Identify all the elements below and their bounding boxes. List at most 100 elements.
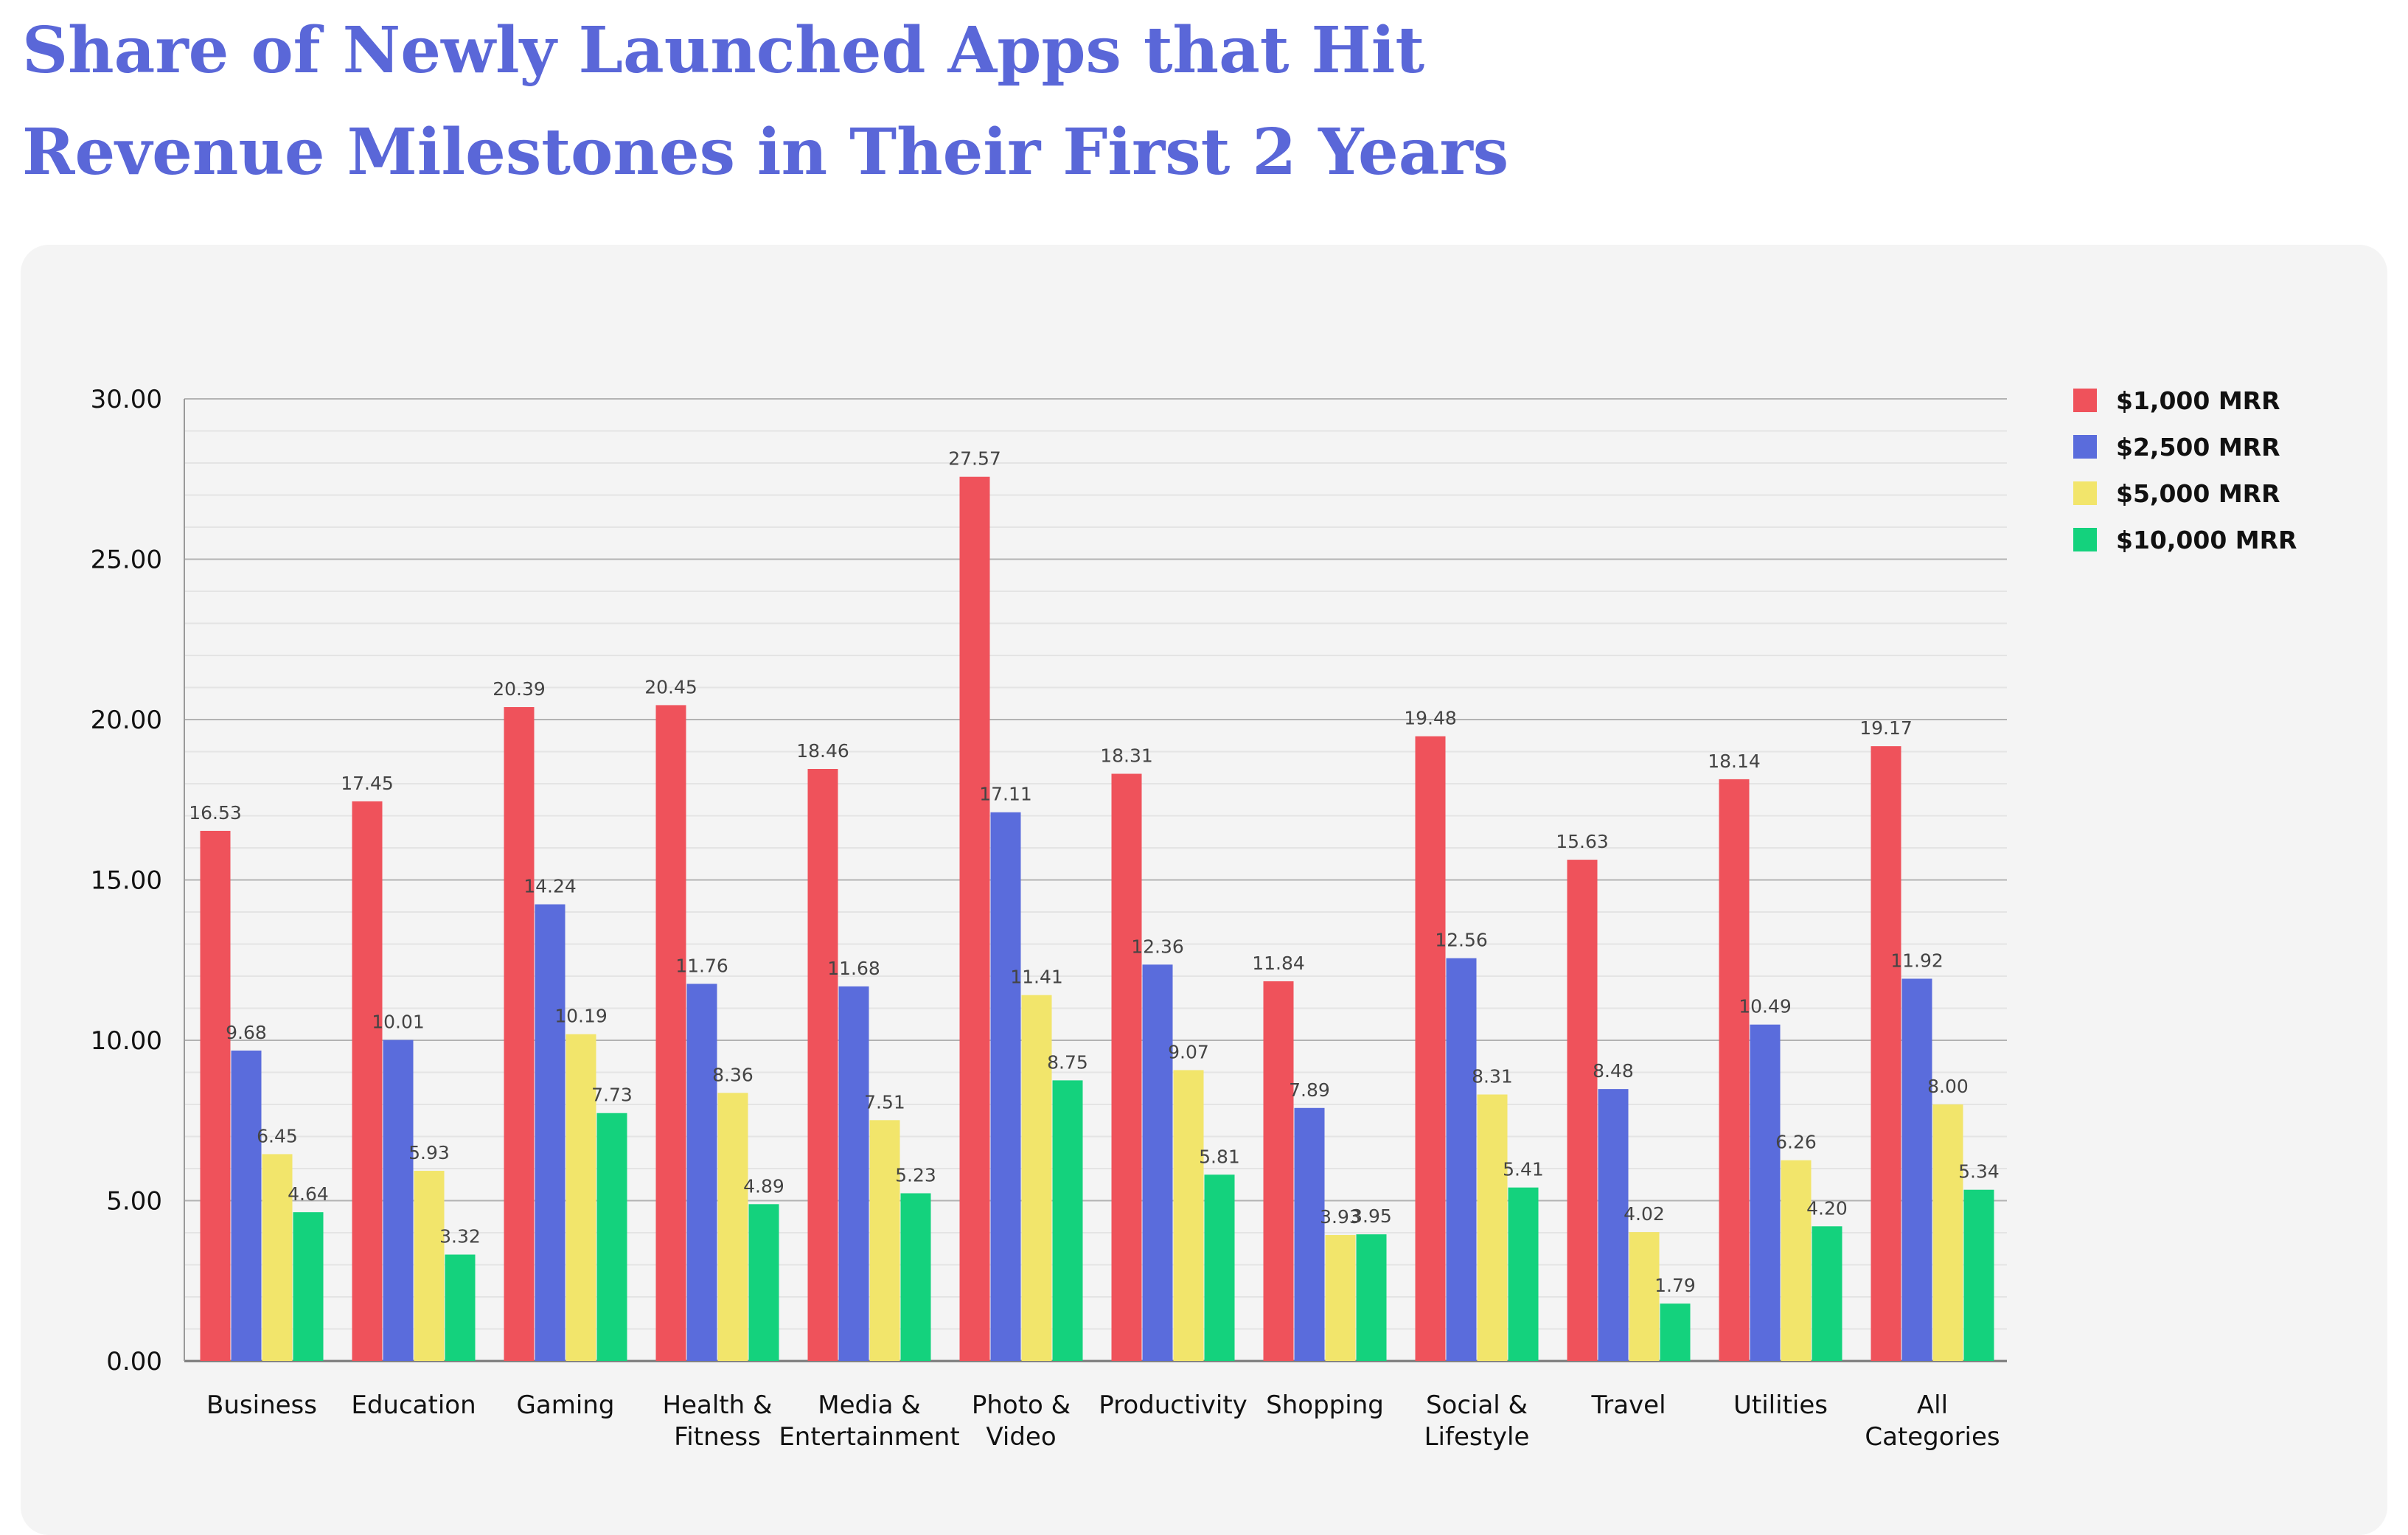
legend-label: $10,000 MRR bbox=[2116, 526, 2297, 554]
data-label: 11.68 bbox=[827, 958, 880, 979]
y-tick-label: 15.00 bbox=[91, 866, 162, 896]
bar-chart: 0.00 5.00 10.00 15.00 20.00 25.00 30.00 16.53 9.… bbox=[91, 385, 2297, 1452]
legend-label: $1,000 MRR bbox=[2116, 386, 2280, 415]
bar bbox=[838, 986, 869, 1361]
x-tick-label: Utilities bbox=[1733, 1390, 1828, 1420]
bar bbox=[414, 1171, 445, 1361]
data-label: 6.26 bbox=[1775, 1132, 1817, 1153]
data-label: 5.34 bbox=[1958, 1161, 2000, 1183]
x-tick-label: Media & bbox=[818, 1390, 920, 1420]
bar bbox=[1263, 981, 1294, 1361]
bar bbox=[262, 1154, 293, 1361]
bar bbox=[1901, 978, 1932, 1361]
bar bbox=[807, 768, 838, 1361]
y-tick-label: 25.00 bbox=[91, 546, 162, 575]
data-label: 5.93 bbox=[408, 1142, 450, 1163]
data-label: 4.20 bbox=[1806, 1197, 1848, 1219]
data-label: 27.57 bbox=[948, 448, 1001, 470]
bar bbox=[1173, 1070, 1204, 1361]
y-tick-label: 0.00 bbox=[106, 1347, 162, 1376]
x-tick-label: Education bbox=[351, 1390, 476, 1420]
y-tick-label: 30.00 bbox=[91, 385, 162, 414]
bar bbox=[1781, 1160, 1812, 1361]
data-label: 15.63 bbox=[1556, 831, 1609, 852]
bar bbox=[1932, 1104, 1963, 1361]
bar bbox=[869, 1120, 900, 1361]
data-label: 10.49 bbox=[1739, 996, 1792, 1017]
chart-title-line-1: Share of Newly Launched Apps that Hit bbox=[22, 13, 1425, 88]
data-label: 11.84 bbox=[1252, 953, 1305, 974]
data-label: 12.36 bbox=[1131, 936, 1184, 957]
bar bbox=[1142, 964, 1173, 1361]
bar bbox=[959, 476, 990, 1361]
data-label: 5.23 bbox=[895, 1164, 936, 1186]
x-tick-label: Video bbox=[986, 1422, 1056, 1452]
data-label: 5.81 bbox=[1199, 1146, 1240, 1167]
bar bbox=[200, 830, 231, 1361]
data-label: 1.79 bbox=[1654, 1275, 1696, 1296]
data-label: 17.45 bbox=[341, 773, 394, 794]
data-label: 9.07 bbox=[1168, 1041, 1209, 1062]
y-tick-label: 10.00 bbox=[91, 1026, 162, 1056]
bar bbox=[293, 1212, 324, 1361]
bar bbox=[1567, 860, 1598, 1361]
data-label: 10.19 bbox=[554, 1006, 608, 1027]
x-tick-label: Travel bbox=[1590, 1390, 1666, 1420]
bar bbox=[1963, 1189, 1994, 1361]
data-label: 5.41 bbox=[1503, 1159, 1544, 1180]
bar bbox=[1812, 1226, 1842, 1361]
x-tick-label: Gaming bbox=[517, 1390, 615, 1420]
data-label: 11.92 bbox=[1890, 950, 1944, 971]
data-label: 19.48 bbox=[1404, 708, 1457, 729]
bar bbox=[383, 1040, 414, 1361]
data-label: 8.31 bbox=[1472, 1066, 1513, 1087]
bar bbox=[1660, 1303, 1691, 1361]
data-label: 18.14 bbox=[1708, 751, 1761, 772]
data-label: 19.17 bbox=[1859, 717, 1913, 739]
bar bbox=[1204, 1174, 1235, 1361]
x-tick-label: Shopping bbox=[1266, 1390, 1384, 1420]
legend-swatch bbox=[2073, 528, 2097, 551]
data-label: 7.51 bbox=[864, 1091, 905, 1113]
legend-swatch bbox=[2073, 435, 2097, 459]
data-label: 4.02 bbox=[1624, 1203, 1665, 1225]
data-label: 12.56 bbox=[1435, 930, 1488, 951]
data-label: 10.01 bbox=[372, 1012, 425, 1033]
bar bbox=[717, 1093, 748, 1361]
bar bbox=[748, 1204, 779, 1361]
bar bbox=[1325, 1235, 1356, 1361]
data-label: 14.24 bbox=[523, 876, 577, 897]
x-tick-label: Lifestyle bbox=[1424, 1422, 1530, 1452]
bar bbox=[655, 705, 686, 1361]
data-label: 3.95 bbox=[1351, 1205, 1392, 1227]
data-label: 8.48 bbox=[1593, 1060, 1634, 1082]
bar bbox=[1446, 958, 1477, 1361]
x-tick-label: Productivity bbox=[1099, 1390, 1248, 1420]
x-tick-label: Social & bbox=[1426, 1390, 1528, 1420]
bar bbox=[1356, 1234, 1387, 1361]
bar bbox=[1750, 1024, 1781, 1361]
data-label: 8.36 bbox=[712, 1064, 754, 1085]
bar bbox=[1052, 1080, 1083, 1361]
data-label: 7.73 bbox=[591, 1085, 633, 1106]
legend-swatch bbox=[2073, 389, 2097, 412]
bar bbox=[1719, 779, 1750, 1361]
data-label: 11.41 bbox=[1010, 967, 1063, 988]
data-label: 18.46 bbox=[796, 740, 849, 762]
chart-title: Share of Newly Launched Apps that Hit Re… bbox=[22, 0, 1792, 203]
bar bbox=[1415, 736, 1446, 1361]
legend-label: $2,500 MRR bbox=[2116, 433, 2280, 462]
x-tick-label: Categories bbox=[1865, 1422, 2000, 1452]
data-label: 4.89 bbox=[743, 1175, 784, 1197]
bar bbox=[535, 904, 566, 1361]
bar bbox=[1629, 1232, 1660, 1361]
bar bbox=[686, 984, 717, 1361]
bar bbox=[1021, 995, 1052, 1361]
bar bbox=[990, 812, 1021, 1361]
data-label: 18.31 bbox=[1100, 745, 1153, 767]
data-label: 3.93 bbox=[1320, 1206, 1361, 1228]
legend-swatch bbox=[2073, 481, 2097, 505]
bar bbox=[1477, 1094, 1508, 1361]
data-label: 7.89 bbox=[1289, 1079, 1330, 1101]
data-label: 9.68 bbox=[226, 1022, 267, 1043]
